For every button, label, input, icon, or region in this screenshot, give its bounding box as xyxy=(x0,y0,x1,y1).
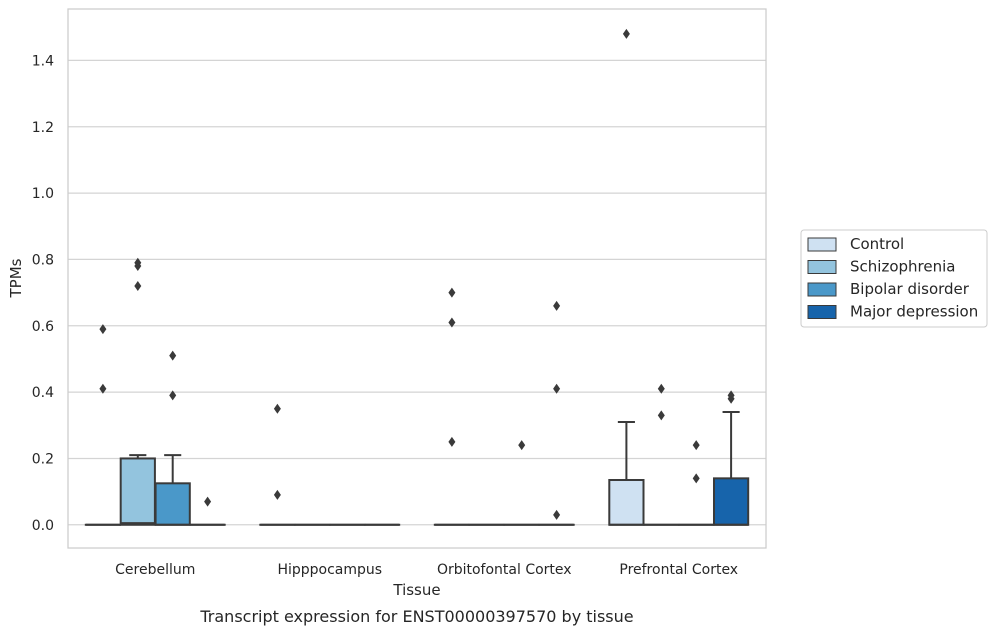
y-tick-label: 0.6 xyxy=(32,319,54,335)
plot-frame xyxy=(67,8,767,549)
outlier-point xyxy=(273,489,281,500)
y-tick-label: 1.4 xyxy=(32,53,54,69)
y-axis-label: TPMs xyxy=(7,258,25,298)
outlier-point xyxy=(169,350,177,361)
outlier-point xyxy=(553,383,561,394)
series-control xyxy=(84,28,645,526)
outlier-point xyxy=(448,317,456,328)
y-tick-labels: 0.0 0.2 0.4 0.6 0.8 1.0 1.2 1.4 xyxy=(32,53,54,533)
outlier-point xyxy=(692,440,700,451)
series-major-depression xyxy=(189,300,750,526)
legend-swatch xyxy=(807,305,837,319)
x-tick-label: Orbitofontal Cortex xyxy=(437,562,572,578)
y-tick-label: 0.4 xyxy=(32,385,54,401)
y-grid-lines xyxy=(68,59,766,526)
x-tick-label: Prefrontal Cortex xyxy=(619,562,738,578)
y-tick-label: 1.2 xyxy=(32,120,54,136)
outlier-point xyxy=(169,390,177,401)
outlier-point xyxy=(657,410,665,421)
legend-label: Major depression xyxy=(850,303,978,321)
box-series xyxy=(84,28,750,526)
chart-caption: Transcript expression for ENST0000039757… xyxy=(199,607,633,626)
legend-swatch xyxy=(807,282,837,297)
legend-swatch xyxy=(807,237,837,252)
outlier-point xyxy=(99,383,107,394)
outlier-point xyxy=(204,496,212,507)
outlier-point xyxy=(448,287,456,298)
box xyxy=(712,477,750,526)
x-tick-label: Hipppocampus xyxy=(277,562,382,578)
outlier-point xyxy=(518,440,526,451)
outlier-point xyxy=(553,509,561,520)
series-bipolar-disorder xyxy=(154,350,715,526)
legend: Control Schizophrenia Bipolar disorder Majo… xyxy=(800,229,988,328)
legend-label: Schizophrenia xyxy=(850,258,955,276)
outlier-point xyxy=(727,390,735,401)
outlier-point xyxy=(622,28,630,39)
box xyxy=(119,457,156,526)
legend-frame xyxy=(800,229,988,328)
legend-label: Bipolar disorder xyxy=(850,280,970,298)
y-tick-label: 0.2 xyxy=(32,451,54,467)
x-tick-labels: Cerebellum Hipppocampus Orbitofontal Corte… xyxy=(115,562,738,578)
outlier-point xyxy=(134,280,142,291)
box xyxy=(608,479,645,526)
x-axis-label: Tissue xyxy=(392,581,440,599)
outlier-point xyxy=(553,300,561,311)
legend-label: Control xyxy=(850,235,904,253)
box xyxy=(154,482,191,526)
outlier-point xyxy=(448,436,456,447)
outlier-point xyxy=(692,473,700,484)
y-tick-label: 0.0 xyxy=(32,518,54,534)
outlier-point xyxy=(657,383,665,394)
x-tick-label: Cerebellum xyxy=(115,562,195,578)
series-schizophrenia xyxy=(119,257,680,526)
outlier-point xyxy=(99,324,107,335)
y-tick-label: 0.8 xyxy=(32,252,54,268)
outlier-point xyxy=(134,257,142,268)
y-tick-label: 1.0 xyxy=(32,186,54,202)
outlier-point xyxy=(273,403,281,414)
legend-swatch xyxy=(807,260,837,274)
